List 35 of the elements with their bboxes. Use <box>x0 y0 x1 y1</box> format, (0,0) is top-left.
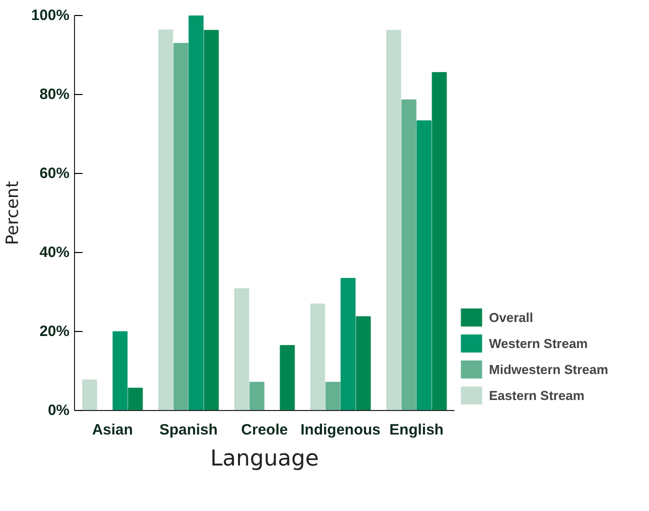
legend-label: Eastern Stream <box>489 388 584 402</box>
x-tick-label: Spanish <box>159 422 218 438</box>
bar <box>356 316 371 410</box>
bar <box>173 42 188 410</box>
bar <box>82 379 98 410</box>
y-tick-label: 80% <box>39 86 70 103</box>
bar <box>249 382 264 410</box>
bar <box>340 278 356 410</box>
bar <box>416 120 432 410</box>
bar <box>204 30 219 410</box>
legend-label: Midwestern Stream <box>489 362 608 376</box>
y-tick-label: 60% <box>39 165 70 182</box>
x-tick-label: Creole <box>241 422 288 438</box>
x-tick-label: English <box>389 422 444 438</box>
bar <box>280 345 295 410</box>
bar <box>234 288 250 410</box>
bar <box>432 72 447 410</box>
x-axis-title: Language <box>210 446 319 472</box>
bar <box>112 331 128 410</box>
x-tick-label: Indigenous <box>300 422 380 438</box>
bar <box>401 99 416 410</box>
bar <box>128 388 143 410</box>
y-tick-label: 100% <box>31 7 70 24</box>
y-tick-label: 20% <box>39 323 70 340</box>
bar <box>325 382 340 410</box>
legend-label: Overall <box>489 310 534 324</box>
bar <box>188 16 204 410</box>
y-axis-title: Percent <box>3 180 24 245</box>
bar <box>310 304 326 410</box>
y-tick-label: 40% <box>39 244 70 261</box>
bar <box>386 30 402 410</box>
bar <box>158 29 174 410</box>
legend-label: Western Stream <box>489 336 588 350</box>
x-tick-label: Asian <box>92 422 133 438</box>
y-tick-label: 0% <box>48 402 70 419</box>
